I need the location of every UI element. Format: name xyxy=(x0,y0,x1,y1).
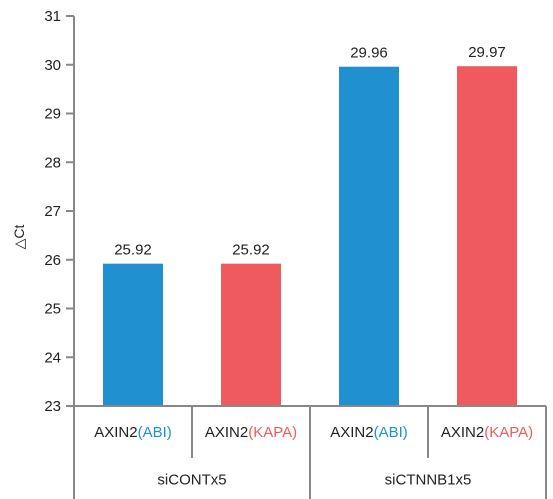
x-group-label: siCTNNB1x5 xyxy=(385,472,472,489)
y-tick-label: 31 xyxy=(44,8,61,25)
y-tick-label: 29 xyxy=(44,106,61,123)
bar xyxy=(339,66,399,406)
x-category-label: AXIN2(ABI) xyxy=(330,424,408,441)
y-tick-label: 28 xyxy=(44,154,61,171)
y-axis-label: △Ct xyxy=(11,225,27,250)
x-group-label: siCONTx5 xyxy=(157,472,226,489)
category-suffix: (ABI) xyxy=(374,424,408,441)
data-label: 29.96 xyxy=(350,45,388,62)
data-label: 25.92 xyxy=(232,242,270,259)
x-category-label: AXIN2(KAPA) xyxy=(441,424,533,441)
y-tick-label: 25 xyxy=(44,301,61,318)
bar xyxy=(221,263,281,406)
category-suffix: (KAPA) xyxy=(484,424,533,441)
bar xyxy=(103,263,163,406)
y-tick-label: 23 xyxy=(44,398,61,415)
x-category-label: AXIN2(KAPA) xyxy=(205,424,297,441)
x-category-label: AXIN2(ABI) xyxy=(94,424,172,441)
y-tick-label: 26 xyxy=(44,252,61,269)
category-prefix: AXIN2 xyxy=(94,424,137,441)
category-prefix: AXIN2 xyxy=(330,424,373,441)
y-axis: 23 24 25 26 27 28 29 30 31 xyxy=(44,8,75,415)
y-tick-label: 27 xyxy=(44,203,61,220)
bars xyxy=(103,66,517,407)
category-suffix: (ABI) xyxy=(138,424,172,441)
category-prefix: AXIN2 xyxy=(441,424,484,441)
data-labels: 25.92 25.92 29.96 29.97 xyxy=(114,44,506,258)
y-tick-label: 30 xyxy=(44,57,61,74)
y-tick-label: 24 xyxy=(44,349,61,366)
category-prefix: AXIN2 xyxy=(205,424,248,441)
data-label: 29.97 xyxy=(468,44,506,61)
x-axis: AXIN2(ABI) AXIN2(KAPA) AXIN2(ABI) AXIN2(KAP… xyxy=(73,405,547,499)
category-suffix: (KAPA) xyxy=(248,424,297,441)
bar xyxy=(457,66,517,407)
data-label: 25.92 xyxy=(114,242,152,259)
